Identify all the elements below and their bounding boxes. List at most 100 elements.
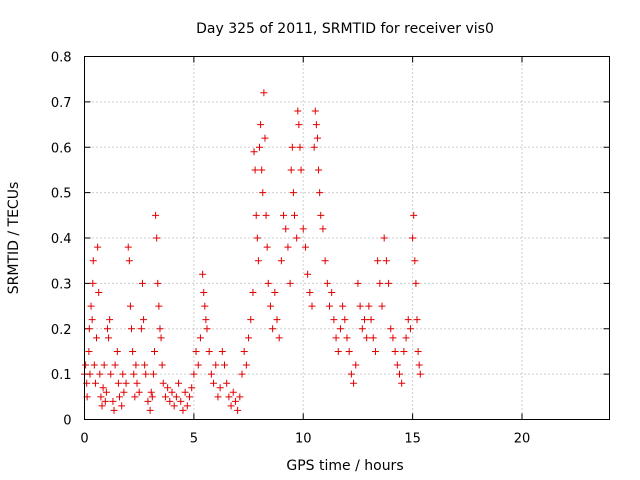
data-point	[137, 325, 145, 333]
data-point	[411, 257, 419, 265]
data-point	[288, 143, 296, 151]
data-point	[154, 279, 162, 287]
data-point	[133, 379, 141, 387]
x-axis-label: GPS time / hours	[286, 458, 403, 474]
data-point	[175, 379, 183, 387]
data-point	[393, 361, 401, 369]
data-point	[120, 388, 128, 396]
data-point	[406, 325, 414, 333]
data-point	[416, 370, 424, 378]
data-point	[398, 379, 406, 387]
data-point	[138, 279, 146, 287]
data-point	[96, 370, 104, 378]
data-point	[183, 402, 191, 410]
data-point	[339, 302, 347, 310]
data-point	[225, 393, 233, 401]
x-tick-label: 5	[190, 432, 198, 447]
data-point	[266, 302, 274, 310]
chart-title: Day 325 of 2011, SRMTID for receiver vis…	[196, 21, 494, 37]
data-point	[124, 243, 132, 251]
data-point	[147, 388, 155, 396]
data-point	[141, 361, 149, 369]
data-point	[296, 143, 304, 151]
data-point	[334, 347, 342, 355]
data-point	[301, 243, 309, 251]
data-point	[200, 288, 208, 296]
plot-frame	[84, 56, 610, 420]
data-point	[299, 225, 307, 233]
data-point	[199, 270, 207, 278]
data-point	[282, 225, 290, 233]
data-point	[284, 243, 292, 251]
data-point	[415, 361, 423, 369]
data-point	[90, 361, 98, 369]
data-point	[97, 393, 105, 401]
data-point	[114, 379, 122, 387]
data-point	[87, 302, 95, 310]
data-point	[242, 361, 250, 369]
data-point	[258, 166, 266, 174]
data-point	[126, 302, 134, 310]
data-point	[294, 107, 302, 115]
data-point	[155, 302, 163, 310]
data-point	[172, 393, 180, 401]
data-point	[166, 397, 174, 405]
data-point	[149, 370, 157, 378]
data-point	[116, 393, 123, 401]
data-point	[221, 361, 228, 369]
data-point	[361, 316, 368, 324]
data-point	[168, 388, 176, 396]
y-tick-label: 0.6	[51, 141, 72, 156]
data-point	[89, 279, 97, 287]
data-point	[410, 211, 418, 219]
x-tick-label: 15	[404, 432, 421, 447]
data-point	[249, 288, 257, 296]
data-point	[196, 334, 204, 342]
data-point	[158, 361, 166, 369]
data-point	[128, 325, 136, 333]
data-point	[88, 316, 96, 324]
data-point	[293, 234, 301, 242]
data-point	[85, 325, 93, 333]
data-point	[345, 347, 353, 355]
data-point	[216, 384, 224, 392]
data-point	[140, 316, 148, 324]
data-point	[396, 370, 403, 378]
data-point	[125, 257, 133, 265]
data-point	[238, 370, 246, 378]
data-point	[159, 379, 167, 387]
data-point	[218, 347, 226, 355]
data-point	[354, 279, 362, 287]
data-point	[93, 334, 101, 342]
data-point	[101, 397, 109, 405]
data-point	[260, 89, 268, 97]
data-point	[321, 257, 329, 265]
data-point	[103, 325, 111, 333]
data-point	[85, 347, 93, 355]
data-point	[142, 370, 150, 378]
data-point	[367, 316, 375, 324]
data-point	[129, 347, 137, 355]
y-tick-label: 0	[63, 414, 71, 429]
data-point	[317, 211, 325, 219]
y-tick-label: 0.5	[51, 187, 72, 202]
data-point	[135, 388, 143, 396]
data-point	[110, 406, 118, 414]
y-axis-label: SRMTID / TECUs	[6, 182, 22, 295]
data-point	[148, 393, 156, 401]
data-point	[404, 316, 412, 324]
data-point	[328, 288, 336, 296]
data-point	[100, 361, 108, 369]
data-point	[304, 270, 312, 278]
data-point	[378, 302, 386, 310]
data-point	[181, 388, 189, 396]
data-point	[247, 316, 255, 324]
data-point	[194, 361, 202, 369]
data-point	[179, 406, 187, 414]
data-point	[99, 384, 107, 392]
data-point	[289, 189, 297, 197]
data-point	[89, 257, 97, 265]
data-point	[259, 189, 267, 197]
data-point	[291, 211, 298, 219]
data-point	[223, 379, 231, 387]
